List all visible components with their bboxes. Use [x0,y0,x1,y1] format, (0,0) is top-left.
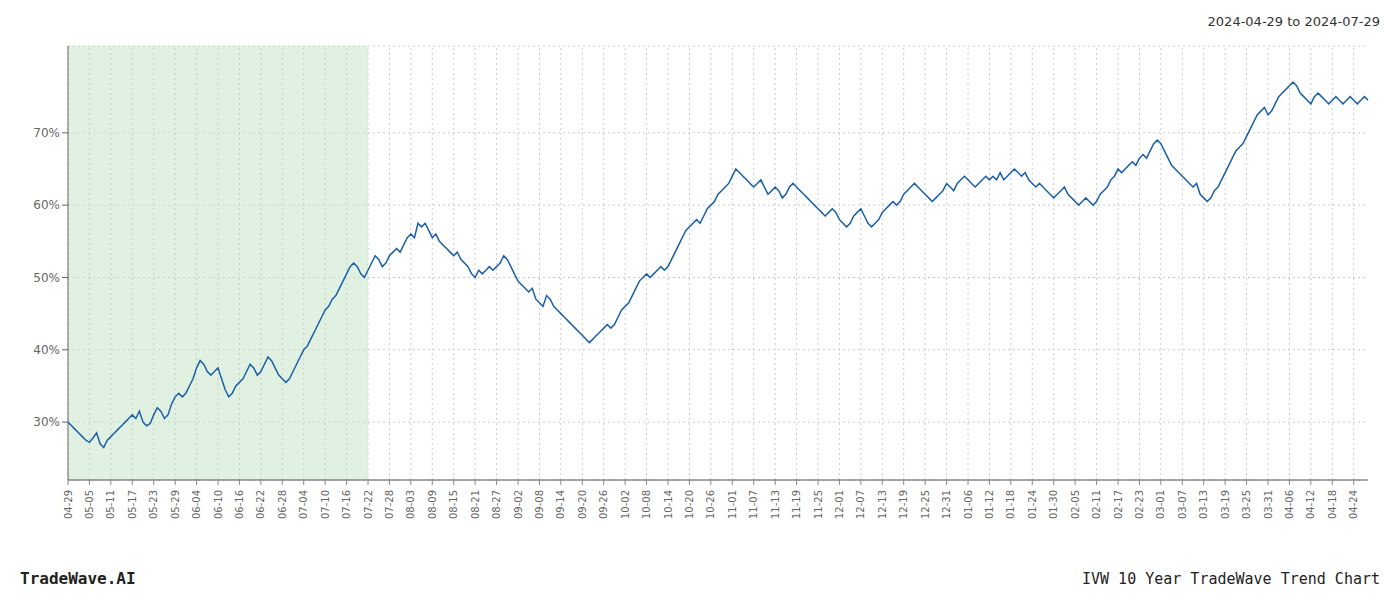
svg-text:09-08: 09-08 [534,490,545,519]
svg-text:10-20: 10-20 [684,490,695,519]
svg-text:08-15: 08-15 [448,490,459,519]
svg-text:09-14: 09-14 [555,490,566,519]
svg-text:04-18: 04-18 [1327,490,1338,519]
svg-text:06-10: 06-10 [213,490,224,519]
svg-text:70%: 70% [33,126,60,140]
svg-text:04-24: 04-24 [1348,490,1359,519]
svg-text:50%: 50% [33,271,60,285]
svg-text:40%: 40% [33,343,60,357]
svg-text:01-30: 01-30 [1048,490,1059,519]
svg-text:01-24: 01-24 [1027,490,1038,519]
svg-text:02-23: 02-23 [1134,490,1145,519]
svg-text:10-14: 10-14 [663,490,674,519]
svg-text:09-20: 09-20 [577,490,588,519]
svg-text:07-28: 07-28 [384,490,395,519]
svg-text:02-17: 02-17 [1113,490,1124,519]
svg-text:05-11: 05-11 [105,490,116,519]
svg-text:10-26: 10-26 [705,490,716,519]
svg-text:04-06: 04-06 [1284,490,1295,519]
svg-text:12-01: 12-01 [834,490,845,519]
svg-text:30%: 30% [33,415,60,429]
svg-text:06-22: 06-22 [255,490,266,519]
html-text:2024-04-29 to 2024-07-29: 2024-04-29 to 2024-07-29 [1207,14,1380,29]
svg-text:08-03: 08-03 [405,490,416,519]
html-text:IVW 10 Year TradeWave Trend Ch: IVW 10 Year TradeWave Trend Chart [1082,570,1380,588]
svg-text:07-04: 07-04 [298,490,309,519]
svg-text:11-25: 11-25 [813,490,824,519]
svg-text:12-07: 12-07 [855,490,866,519]
svg-text:11-19: 11-19 [791,490,802,519]
svg-text:03-19: 03-19 [1220,490,1231,519]
svg-text:11-07: 11-07 [748,490,759,519]
svg-text:01-06: 01-06 [963,490,974,519]
svg-text:03-31: 03-31 [1263,490,1274,519]
svg-text:06-04: 06-04 [191,490,202,519]
svg-text:60%: 60% [33,198,60,212]
svg-text:12-31: 12-31 [941,490,952,519]
svg-text:05-17: 05-17 [127,490,138,519]
svg-text:10-02: 10-02 [620,490,631,519]
svg-text:02-11: 02-11 [1091,490,1102,519]
svg-text:03-07: 03-07 [1177,490,1188,519]
svg-text:12-25: 12-25 [920,490,931,519]
svg-text:05-29: 05-29 [170,490,181,519]
svg-text:11-13: 11-13 [770,490,781,519]
svg-text:05-05: 05-05 [84,490,95,519]
svg-text:01-12: 01-12 [984,490,995,519]
svg-text:01-18: 01-18 [1005,490,1016,519]
svg-text:07-16: 07-16 [341,490,352,519]
svg-text:08-21: 08-21 [470,490,481,519]
svg-text:07-10: 07-10 [320,490,331,519]
svg-text:11-01: 11-01 [727,490,738,519]
svg-text:12-19: 12-19 [898,490,909,519]
svg-text:04-12: 04-12 [1305,490,1316,519]
svg-text:12-13: 12-13 [877,490,888,519]
svg-text:10-08: 10-08 [641,490,652,519]
html-text:TradeWave.AI: TradeWave.AI [20,569,136,588]
svg-text:08-09: 08-09 [427,490,438,519]
svg-text:09-02: 09-02 [513,490,524,519]
svg-text:06-28: 06-28 [277,490,288,519]
svg-text:09-26: 09-26 [598,490,609,519]
svg-text:04-29: 04-29 [63,490,74,519]
svg-text:03-13: 03-13 [1198,490,1209,519]
svg-text:06-16: 06-16 [234,490,245,519]
svg-text:03-01: 03-01 [1155,490,1166,519]
svg-text:03-25: 03-25 [1241,490,1252,519]
svg-text:08-27: 08-27 [491,490,502,519]
svg-text:05-23: 05-23 [148,490,159,519]
svg-text:07-22: 07-22 [363,490,374,519]
svg-text:02-05: 02-05 [1070,490,1081,519]
